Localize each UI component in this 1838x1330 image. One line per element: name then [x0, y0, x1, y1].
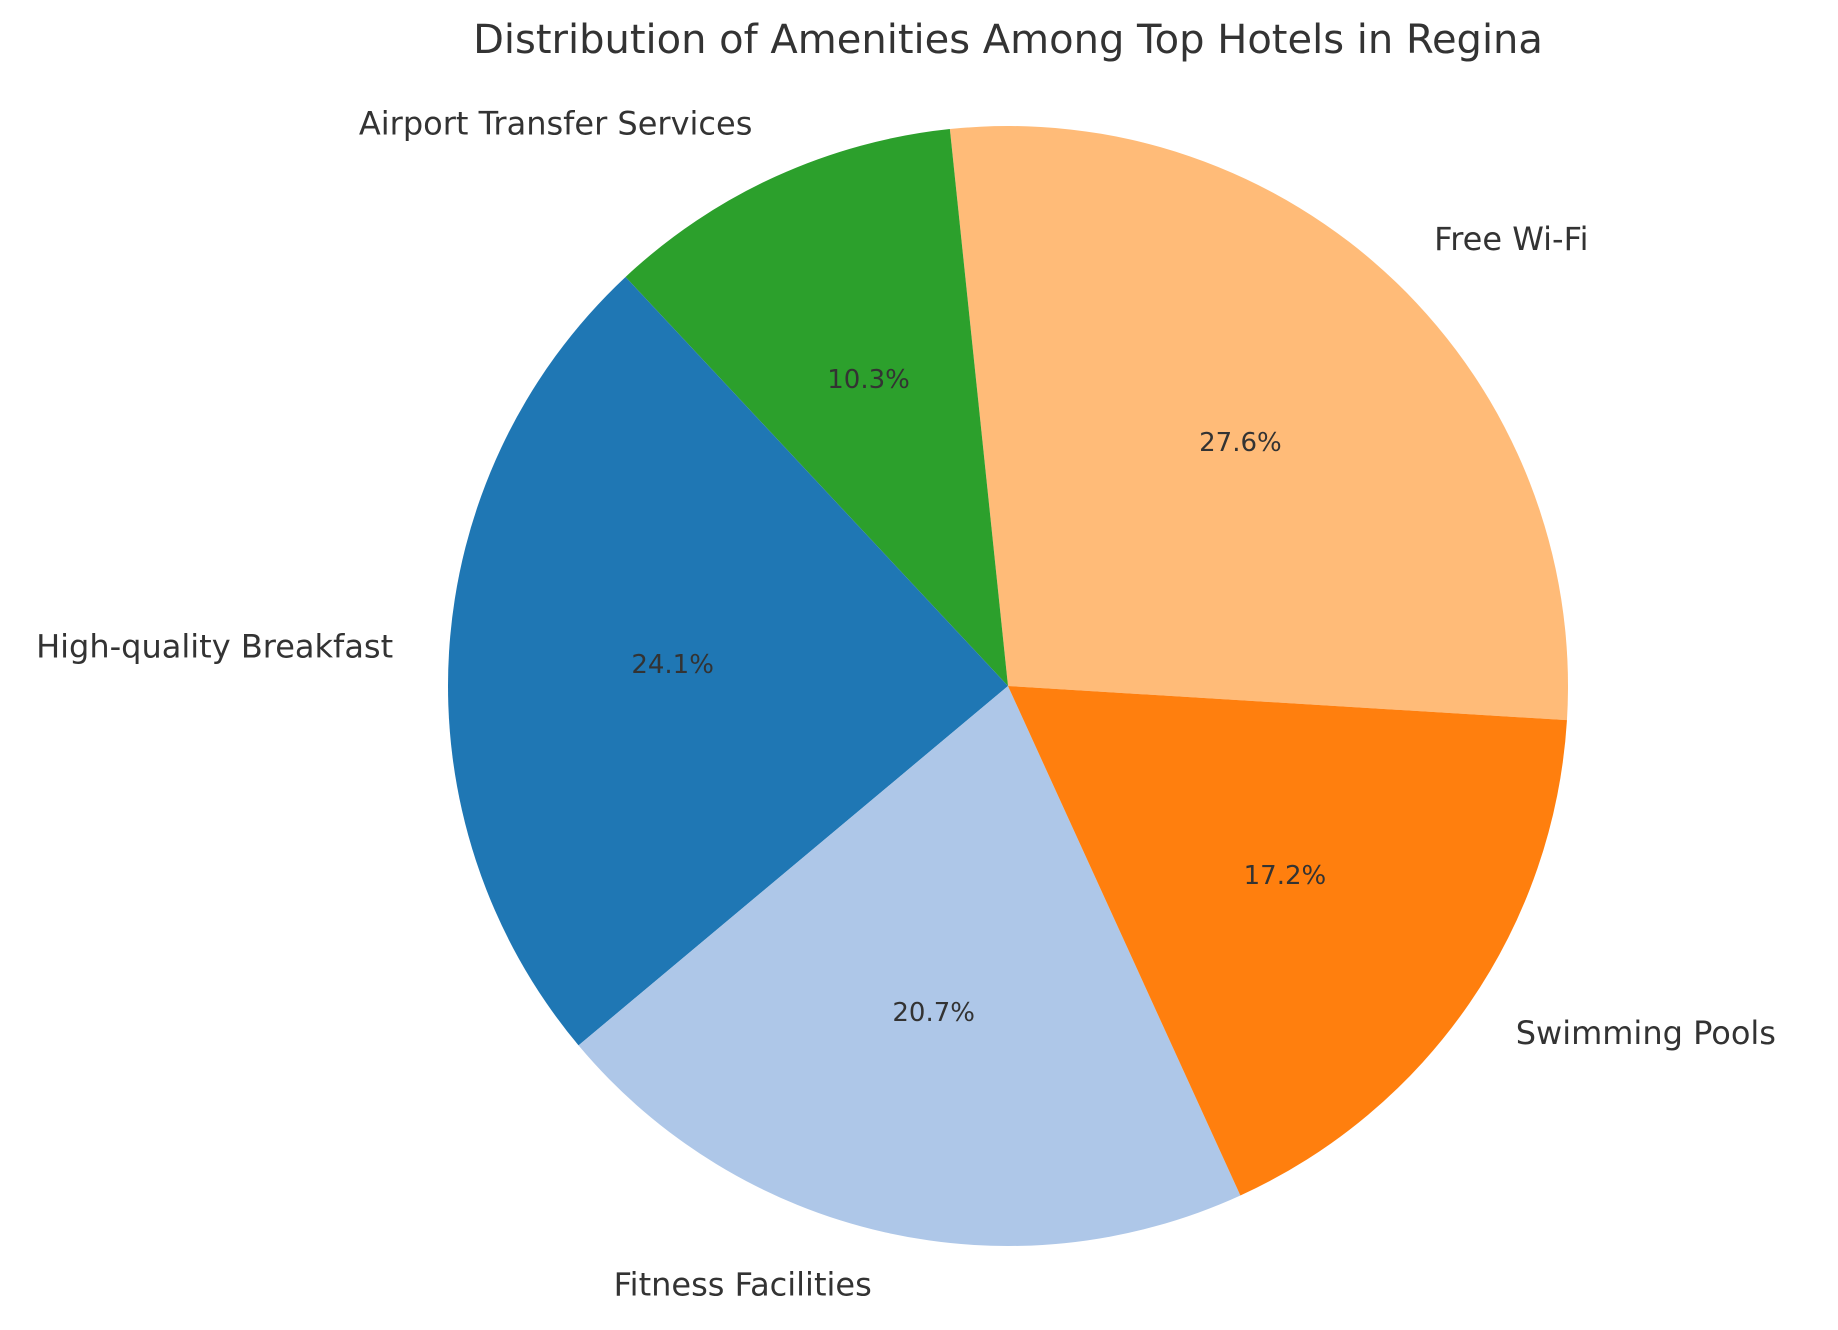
slice-percent-swimming-pools: 17.2%	[1244, 861, 1327, 891]
pie-slice-free-wi-fi	[949, 126, 1568, 721]
pie-slices	[448, 126, 1568, 1246]
slice-label-swimming-pools: Swimming Pools	[1516, 1014, 1776, 1052]
pie-slice-fitness-facilities	[578, 686, 1241, 1246]
slice-percent-high-quality-breakfast: 24.1%	[631, 650, 714, 680]
pie-labels: Free Wi-Fi 27.6% Airport Transfer Services…	[36, 105, 1776, 1304]
slice-label-airport-transfer-services: Airport Transfer Services	[359, 105, 752, 143]
slice-label-high-quality-breakfast: High-quality Breakfast	[36, 627, 393, 665]
slice-percent-airport-transfer-services: 10.3%	[827, 365, 910, 395]
pie-slice-swimming-pools	[1008, 686, 1567, 1196]
pie-slice-high-quality-breakfast	[448, 276, 1008, 1046]
slice-label-fitness-facilities: Fitness Facilities	[614, 1266, 872, 1304]
pie-slice-airport-transfer-services	[625, 129, 1008, 686]
slice-percent-fitness-facilities: 20.7%	[892, 998, 975, 1028]
slice-label-free-wi-fi: Free Wi-Fi	[1434, 220, 1588, 258]
chart-title: Distribution of Amenities Among Top Hote…	[473, 17, 1543, 63]
slice-percent-free-wi-fi: 27.6%	[1199, 428, 1282, 458]
